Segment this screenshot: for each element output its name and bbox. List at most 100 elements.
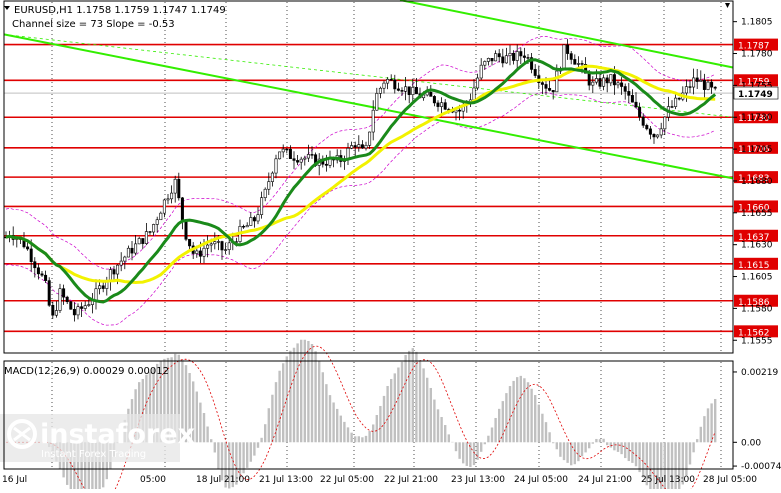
x-axis-label: 28 Jul 05:00 [703, 475, 757, 485]
candle-body [62, 288, 66, 298]
candle-body [436, 102, 440, 107]
candle-body [65, 296, 69, 303]
macd-label: MACD(12,26,9) 0.00029 0.00012 [4, 366, 169, 377]
x-axis-label: 18 Jul 21:00 [196, 475, 250, 485]
candle-body [350, 145, 354, 149]
level-label-box [734, 229, 778, 242]
candle-body [476, 77, 480, 89]
candle-body [260, 197, 264, 215]
candle-body [36, 267, 40, 275]
candle-body [375, 93, 379, 111]
candle-body [400, 90, 404, 92]
candle-body [198, 250, 202, 257]
candle-body [296, 160, 300, 163]
macd-signal-line [6, 345, 716, 493]
candle-body [432, 96, 436, 104]
level-label-box [734, 294, 778, 307]
level-label-box [734, 171, 778, 184]
candle-body [627, 91, 631, 96]
level-label: 1.1562 [738, 328, 770, 338]
candle-body [371, 109, 375, 133]
y-axis-tick-label: 1.1605 [741, 273, 773, 283]
level-label-box [734, 257, 778, 270]
chart-header: EURUSD,H1 1.1758 1.1759 1.1747 1.1749 Ch… [4, 5, 226, 30]
y-axis-tick-label: 1.1755 [741, 81, 773, 91]
candle-body [285, 148, 289, 151]
candle-body [108, 269, 112, 282]
candle-body [429, 91, 433, 97]
level-label-box [734, 325, 778, 338]
candle-body [454, 109, 458, 113]
scroll-marker-icon [725, 3, 730, 8]
candle-body [490, 57, 494, 62]
candle-body [209, 243, 213, 246]
candle-body [98, 285, 102, 290]
candle-body [533, 69, 537, 76]
collapse-arrow-icon[interactable] [4, 6, 10, 10]
candle-body [389, 79, 393, 81]
candle-body [378, 87, 382, 94]
macd-axis-tick-label: 0.00219 [741, 368, 778, 378]
candle-body [141, 238, 145, 244]
candle-body [591, 81, 595, 86]
candle-body [130, 247, 134, 254]
x-axis-label: 22 Jul 05:00 [320, 475, 374, 485]
candle-body [242, 226, 246, 228]
candle-body [87, 304, 91, 306]
candle-body [303, 157, 307, 160]
candle-body [411, 87, 415, 95]
level-label: 1.1637 [738, 233, 770, 243]
candle-body [494, 53, 498, 62]
candle-body [638, 106, 642, 118]
watermark-brand: instaforex [40, 419, 195, 450]
level-label: 1.1683 [738, 174, 770, 184]
candle-body [47, 280, 51, 306]
candle-body [472, 87, 476, 101]
candle-body [648, 128, 652, 135]
level-label: 1.1730 [738, 114, 770, 124]
candle-body [126, 247, 130, 258]
y-axis-tick-label: 1.1555 [741, 336, 773, 346]
channel-info: Channel size = 73 Slope = -0.53 [12, 19, 175, 30]
y-axis-tick-label: 1.1630 [741, 241, 773, 251]
symbol-ohlc: EURUSD,H1 1.1758 1.1759 1.1747 1.1749 [14, 5, 226, 16]
macd-axis-tick-label: 0.00 [741, 438, 761, 448]
x-axis-label: 24 Jul 05:00 [514, 475, 568, 485]
candle-body [310, 154, 314, 156]
candle-body [576, 63, 580, 65]
macd-pane-frame [3, 360, 734, 470]
candle-body [267, 181, 271, 190]
candle-body [634, 101, 638, 108]
candle-body [407, 86, 411, 95]
candle-body [40, 273, 44, 276]
candle-body [357, 144, 361, 148]
candle-body [458, 109, 462, 112]
candle-body [245, 225, 249, 228]
candle-body [512, 52, 516, 61]
candle-body [710, 81, 714, 88]
candle-body [33, 261, 37, 269]
candle-body [501, 56, 505, 64]
y-axis-tick-label: 1.1780 [741, 50, 773, 60]
candle-body [281, 148, 285, 153]
candle-body [659, 128, 663, 136]
candle-body [555, 70, 559, 93]
x-axis-label: 24 Jul 21:00 [578, 475, 632, 485]
candle-body [26, 246, 30, 250]
candle-body [123, 256, 127, 262]
channel-line [3, 33, 734, 180]
candle-body [227, 242, 231, 250]
candle-body [573, 59, 577, 65]
candle-body [195, 250, 199, 254]
candle-body [519, 51, 523, 57]
candle-body [515, 51, 519, 61]
level-label-box [734, 200, 778, 213]
candle-body [263, 188, 267, 198]
candle-body [566, 44, 570, 54]
candle-body [630, 95, 634, 103]
candle-body [393, 79, 397, 90]
bollinger-lower [5, 92, 716, 326]
candle-body [180, 197, 184, 221]
candle-body [51, 305, 55, 316]
